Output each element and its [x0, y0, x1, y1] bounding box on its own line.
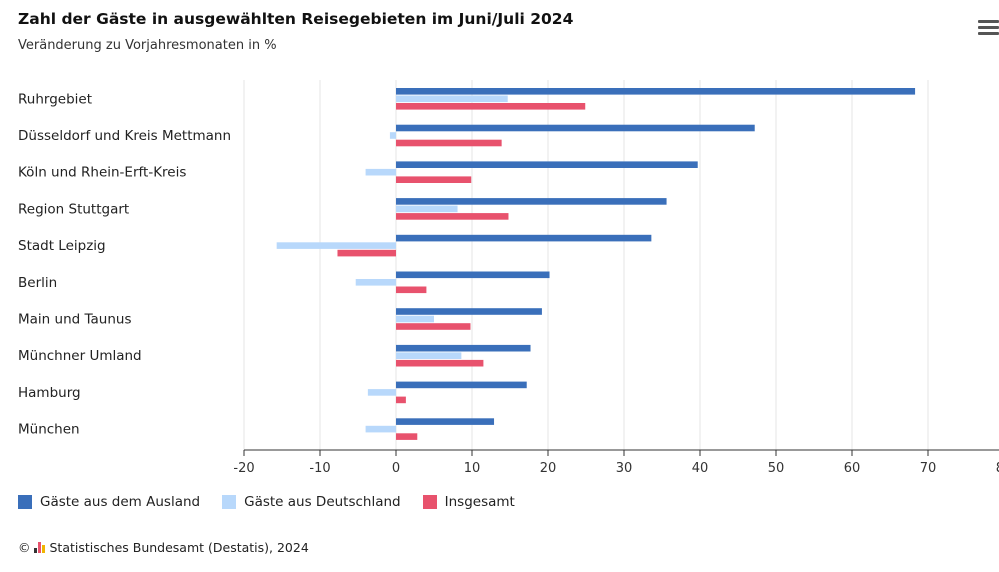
- chart-legend: Gäste aus dem Ausland Gäste aus Deutschla…: [18, 494, 515, 510]
- legend-swatch: [18, 495, 32, 509]
- bar: [396, 352, 462, 359]
- bar: [396, 271, 550, 279]
- bar: [396, 88, 916, 95]
- bar: [337, 249, 396, 257]
- category-label: Berlin: [18, 275, 57, 291]
- bar: [365, 425, 396, 433]
- bar-chart: -20 -10 0 10 20 30 40 50 60 70 80 Ruhrgebiet Düsseld…: [18, 80, 999, 476]
- legend-item[interactable]: Gäste aus Deutschland: [222, 494, 401, 510]
- category-label: Hamburg: [18, 385, 81, 401]
- copyright-symbol: ©: [18, 540, 31, 555]
- bar: [396, 198, 667, 205]
- category-label: München: [18, 422, 80, 438]
- bar: [396, 95, 508, 103]
- bar: [396, 344, 531, 352]
- category-label: Main und Taunus: [18, 312, 131, 328]
- bar: [396, 323, 471, 330]
- bar: [396, 103, 586, 110]
- x-tick-label: 70: [920, 461, 937, 476]
- x-tick-label: 80: [996, 461, 999, 476]
- x-tick-label: 0: [392, 461, 400, 476]
- destatis-logo-icon: [33, 542, 45, 553]
- bar: [396, 205, 458, 213]
- x-tick-label: 10: [464, 461, 481, 476]
- bar: [396, 433, 418, 440]
- legend-swatch: [422, 495, 437, 509]
- bar: [396, 139, 502, 147]
- x-tick-label: 40: [692, 461, 709, 476]
- category-label: Köln und Rhein-Erft-Kreis: [18, 165, 186, 181]
- bar: [365, 168, 396, 176]
- x-tick-label: 30: [616, 461, 633, 476]
- legend-item[interactable]: Insgesamt: [422, 494, 515, 510]
- x-tick-label: 60: [844, 461, 861, 476]
- bar: [396, 359, 484, 367]
- chart-subtitle: Veränderung zu Vorjahresmonaten in %: [18, 38, 277, 53]
- category-label: Düsseldorf und Kreis Mettmann: [18, 128, 231, 144]
- category-label: Stadt Leipzig: [18, 238, 106, 254]
- legend-label: Gäste aus Deutschland: [244, 494, 401, 510]
- bar: [396, 124, 755, 132]
- legend-label: Gäste aus dem Ausland: [40, 494, 201, 510]
- bar: [389, 132, 396, 139]
- bar: [396, 381, 527, 389]
- x-tick-label: 50: [768, 461, 785, 476]
- legend-item[interactable]: Gäste aus dem Ausland: [18, 494, 200, 510]
- bar: [396, 213, 509, 220]
- legend-swatch: [222, 495, 237, 509]
- bar: [396, 308, 542, 315]
- chart-title: Zahl der Gäste in ausgewählten Reisegebi…: [18, 10, 574, 28]
- legend-label: Insgesamt: [444, 494, 515, 510]
- x-tick-label: -20: [233, 461, 254, 476]
- bar: [276, 242, 396, 249]
- bar: [367, 389, 396, 396]
- category-label: Region Stuttgart: [18, 201, 129, 217]
- bar: [396, 161, 698, 168]
- category-label: Münchner Umland: [18, 348, 142, 364]
- bar: [396, 286, 427, 294]
- hamburger-menu-icon[interactable]: [978, 20, 999, 36]
- x-tick-label: -10: [309, 461, 330, 476]
- bar: [396, 418, 495, 425]
- bar: [396, 315, 434, 323]
- bar: [396, 234, 652, 242]
- x-tick-label: 20: [540, 461, 557, 476]
- bar: [396, 176, 472, 183]
- bar: [396, 396, 406, 404]
- credit-text: Statistisches Bundesamt (Destatis), 2024: [49, 540, 309, 555]
- bar: [355, 279, 396, 286]
- category-label: Ruhrgebiet: [18, 91, 92, 107]
- credit-line: © Statistisches Bundesamt (Destatis), 20…: [18, 540, 309, 555]
